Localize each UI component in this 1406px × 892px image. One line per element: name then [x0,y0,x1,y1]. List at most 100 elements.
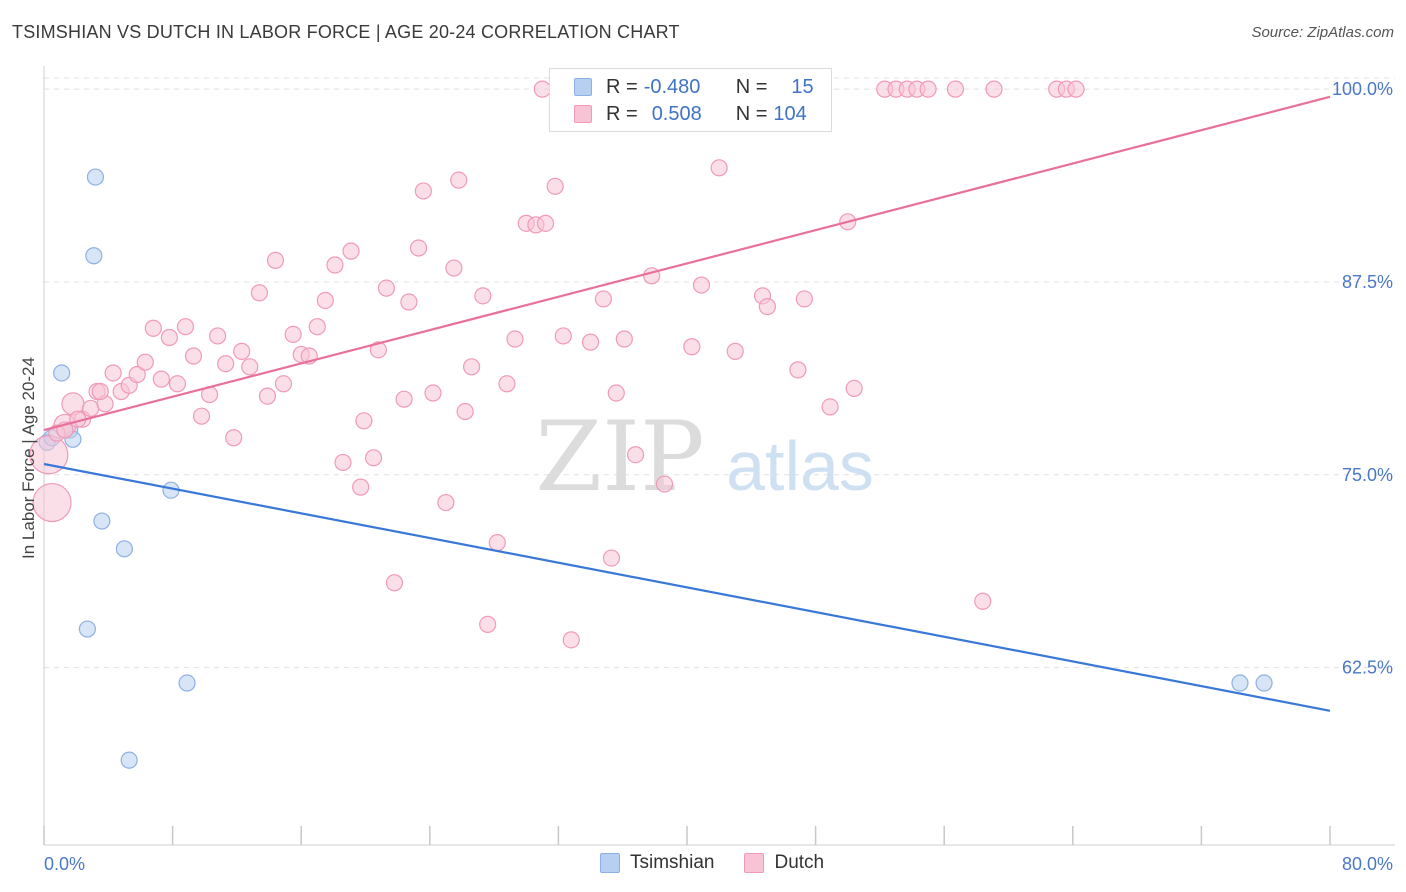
dutch-point [225,429,243,447]
dutch-point [615,330,633,348]
watermark: ZIP atlas [535,401,874,513]
legend-r-label: R = [606,75,638,98]
source-credit: Source: ZipAtlas.com [1251,24,1394,41]
dutch-point [655,475,674,493]
dutch-point [488,534,506,552]
dutch-point [241,358,259,376]
dutch-point [450,171,468,189]
legend-r-label: R = [606,102,638,125]
series-legend-tsimshian: Tsimshian [600,852,714,874]
dutch-point [445,259,463,277]
series-label-dutch: Dutch [774,852,825,873]
dutch-point [554,327,572,345]
dutch-point [91,382,109,401]
dutch-point [789,361,807,379]
dutch-point [352,478,370,496]
dutch-point [683,338,701,356]
y-tick-label: 62.5% [1342,658,1393,678]
dutch-point [581,333,600,351]
dutch-point [82,399,100,418]
watermark-zip: ZIP [535,401,704,513]
dutch-point [607,384,625,402]
dutch-point [424,384,442,402]
dutch-point [308,318,326,336]
dutch-point [626,446,645,464]
legend-swatch-pink [574,105,592,123]
dutch-point [1067,80,1085,98]
dutch-point [316,291,334,310]
tsimshian-point [1231,674,1249,692]
tsimshian-trend-line [43,462,1331,712]
dutch-point [594,290,613,308]
dutch-point [209,327,227,345]
dutch-trend-line [43,95,1331,432]
dutch-point [758,298,776,316]
dutch-point [726,342,744,360]
tsimshian-point [178,674,196,692]
tsimshian-point [93,512,111,530]
tsimshian-point [1255,674,1273,692]
dutch-point [274,375,293,393]
tsimshian-point [85,247,103,265]
dutch-point [479,615,497,634]
dutch-point [385,574,404,592]
legend-r-value: -0.480 [643,75,701,98]
dutch-point [355,412,373,430]
dutch-point [821,398,839,416]
dutch-point [160,328,178,347]
x-tick-label: 0.0% [44,854,85,874]
dutch-point [456,402,474,421]
dutch-point [533,80,551,98]
tsimshian-point [86,168,105,186]
dutch-point [136,353,154,371]
correlation-legend: R = -0.480 N = 15 R = 0.508 N = 104 [549,68,832,132]
dutch-point [32,482,72,523]
y-axis-title: In Labor Force | Age 20-24 [19,357,38,559]
dutch-point [377,279,395,297]
dutch-point [369,341,387,359]
y-tick-label: 100.0% [1332,79,1393,99]
dutch-point [414,182,432,200]
tsimshian-point [120,751,138,769]
dutch-point [562,631,580,649]
chart-title: TSIMSHIAN VS DUTCH IN LABOR FORCE | AGE … [12,22,680,42]
dutch-point [342,242,360,260]
dutch-point [176,318,195,336]
dutch-point [974,592,992,610]
dutch-point [128,365,146,384]
tsimshian-point [53,364,71,382]
dutch-point [474,287,492,305]
dutch-point [250,284,269,302]
dutch-point [334,453,352,472]
y-tick-label: 75.0% [1342,465,1393,485]
legend-n-value: 104 [773,102,807,125]
series-label-tsimshian: Tsimshian [630,852,715,873]
data-points [29,80,1273,769]
dutch-point [284,325,302,344]
legend-n-label: N = [735,75,768,98]
series-swatch-pink [744,853,765,873]
dutch-point [395,390,413,408]
trend-lines [43,95,1331,712]
legend-n-label: N = [735,102,768,125]
dutch-point [546,177,564,195]
dutch-point [326,256,344,274]
dutch-point [498,375,516,393]
dutch-point [168,375,187,393]
dutch-point [233,342,251,360]
dutch-point [409,239,428,257]
tsimshian-point [78,620,97,638]
dutch-point [144,319,162,337]
dutch-point [710,159,728,177]
series-legend: Tsimshian Dutch [600,852,854,874]
dutch-point [946,80,965,98]
tsimshian-point [115,540,133,558]
legend-r-value: 0.508 [651,102,702,125]
watermark-atlas: atlas [726,427,874,505]
dutch-point [258,387,277,405]
dutch-point [985,80,1003,98]
dutch-point [184,347,203,365]
dutch-point [437,493,455,512]
dutch-point [266,251,285,269]
